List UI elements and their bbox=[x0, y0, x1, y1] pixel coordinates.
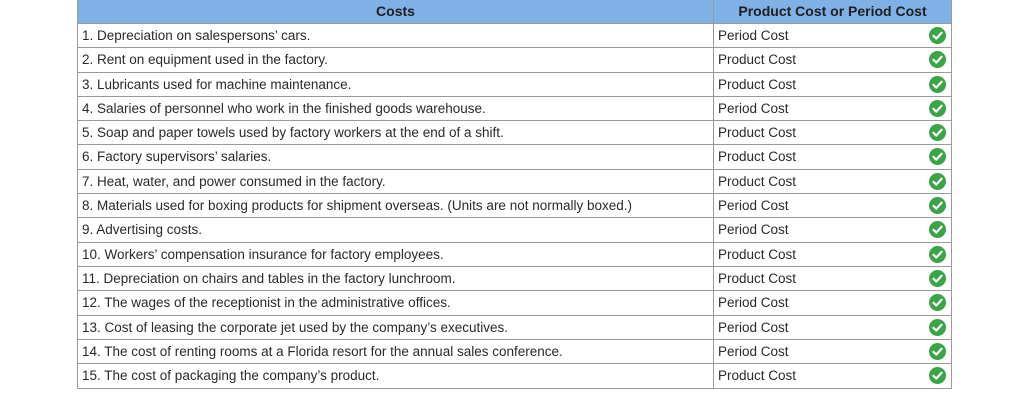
check-icon bbox=[929, 75, 946, 93]
cost-description: 3. Lubricants used for machine maintenan… bbox=[78, 72, 714, 96]
table-row: 9. Advertising costs. Period Cost bbox=[78, 218, 951, 243]
table-row: 12. The wages of the receptionist in the… bbox=[78, 291, 951, 316]
cost-description: 9. Advertising costs. bbox=[78, 218, 714, 242]
cost-type-cell[interactable]: Period Cost bbox=[714, 194, 951, 217]
table-row: 2. Rent on equipment used in the factory… bbox=[78, 48, 951, 73]
table-header: Costs Product Cost or Period Cost bbox=[78, 0, 951, 24]
cost-type-value: Product Cost bbox=[718, 125, 797, 141]
check-icon bbox=[929, 197, 946, 215]
cost-type-cell[interactable]: Product Cost bbox=[714, 48, 951, 71]
table-row: 13. Cost of leasing the corporate jet us… bbox=[78, 315, 951, 340]
check-icon bbox=[929, 367, 946, 385]
cost-type-cell[interactable]: Product Cost bbox=[714, 243, 951, 266]
table-row: 15. The cost of packaging the company’s … bbox=[78, 364, 951, 389]
check-icon bbox=[929, 294, 946, 312]
table-row: 8. Materials used for boxing products fo… bbox=[78, 194, 951, 219]
check-icon bbox=[929, 172, 946, 190]
cost-type-value: Product Cost bbox=[718, 270, 797, 286]
cost-description: 1. Depreciation on salespersons’ cars. bbox=[78, 24, 714, 48]
cost-type-value: Period Cost bbox=[718, 343, 789, 359]
cost-description: 14. The cost of renting rooms at a Flori… bbox=[78, 339, 714, 364]
cost-type-value: Product Cost bbox=[718, 246, 797, 262]
header-cost-type: Product Cost or Period Cost bbox=[738, 3, 927, 19]
check-icon bbox=[929, 148, 946, 166]
cost-type-value: Product Cost bbox=[718, 52, 797, 68]
cost-type-value: Product Cost bbox=[718, 149, 797, 165]
check-icon bbox=[929, 27, 946, 44]
table-body: 1. Depreciation on salespersons’ cars. Pe… bbox=[78, 24, 951, 389]
cost-description: 15. The cost of packaging the company’s … bbox=[78, 364, 714, 389]
cost-type-cell[interactable]: Product Cost bbox=[714, 170, 951, 193]
cost-description: 13. Cost of leasing the corporate jet us… bbox=[78, 315, 714, 339]
table-row: 4. Salaries of personnel who work in the… bbox=[78, 96, 951, 122]
table-row: 14. The cost of renting rooms at a Flori… bbox=[78, 339, 951, 365]
check-icon bbox=[929, 342, 946, 360]
cost-type-value: Period Cost bbox=[718, 100, 789, 116]
cost-description: 6. Factory supervisors’ salaries. bbox=[78, 145, 714, 169]
table-row: 10. Workers’ compensation insurance for … bbox=[78, 242, 951, 267]
cost-type-cell[interactable]: Period Cost bbox=[714, 218, 951, 241]
cost-description: 5. Soap and paper towels used by factory… bbox=[78, 121, 714, 145]
cost-type-cell[interactable]: Product Cost bbox=[714, 145, 951, 168]
cost-type-value: Period Cost bbox=[718, 319, 789, 335]
check-icon bbox=[929, 124, 946, 142]
table-row: 1. Depreciation on salespersons’ cars. Pe… bbox=[78, 24, 951, 49]
cost-type-value: Period Cost bbox=[718, 222, 789, 238]
cost-description: 8. Materials used for boxing products fo… bbox=[78, 194, 714, 218]
header-costs: Costs bbox=[78, 0, 714, 23]
cost-type-cell[interactable]: Period Cost bbox=[714, 316, 951, 339]
cost-description: 2. Rent on equipment used in the factory… bbox=[78, 48, 714, 72]
check-icon bbox=[929, 51, 946, 69]
check-icon bbox=[929, 269, 946, 287]
cost-description: 12. The wages of the receptionist in the… bbox=[78, 291, 714, 315]
cost-type-value: Product Cost bbox=[718, 368, 797, 384]
cost-description: 10. Workers’ compensation insurance for … bbox=[78, 242, 714, 266]
check-icon bbox=[929, 99, 946, 117]
cost-description: 4. Salaries of personnel who work in the… bbox=[78, 96, 714, 121]
table-row: 5. Soap and paper towels used by factory… bbox=[78, 121, 951, 146]
table-row: 11. Depreciation on chairs and tables in… bbox=[78, 266, 951, 292]
cost-description: 7. Heat, water, and power consumed in th… bbox=[78, 169, 714, 194]
cost-type-cell[interactable]: Product Cost bbox=[714, 364, 951, 388]
table-row: 3. Lubricants used for machine maintenan… bbox=[78, 72, 951, 97]
check-icon bbox=[929, 245, 946, 263]
cost-type-cell[interactable]: Period Cost bbox=[714, 291, 951, 314]
cost-classification-table: Costs Product Cost or Period Cost 1. Dep… bbox=[77, 0, 952, 390]
cost-type-cell[interactable]: Period Cost bbox=[714, 97, 951, 120]
cost-type-value: Period Cost bbox=[718, 295, 789, 311]
cost-type-value: Period Cost bbox=[718, 198, 789, 214]
cost-type-cell[interactable]: Product Cost bbox=[714, 121, 951, 144]
cost-type-cell[interactable]: Period Cost bbox=[714, 24, 951, 47]
cost-type-cell[interactable]: Period Cost bbox=[714, 340, 951, 363]
table-row: 7. Heat, water, and power consumed in th… bbox=[78, 169, 951, 195]
cost-type-value: Product Cost bbox=[718, 173, 797, 189]
cost-type-cell[interactable]: Product Cost bbox=[714, 73, 951, 96]
cost-type-value: Period Cost bbox=[718, 28, 789, 43]
cost-description: 11. Depreciation on chairs and tables in… bbox=[78, 266, 714, 291]
check-icon bbox=[929, 221, 946, 239]
cost-type-cell[interactable]: Product Cost bbox=[714, 267, 951, 290]
cost-type-value: Product Cost bbox=[718, 76, 797, 92]
table-row: 6. Factory supervisors’ salaries. Product… bbox=[78, 145, 951, 170]
check-icon bbox=[929, 318, 946, 336]
